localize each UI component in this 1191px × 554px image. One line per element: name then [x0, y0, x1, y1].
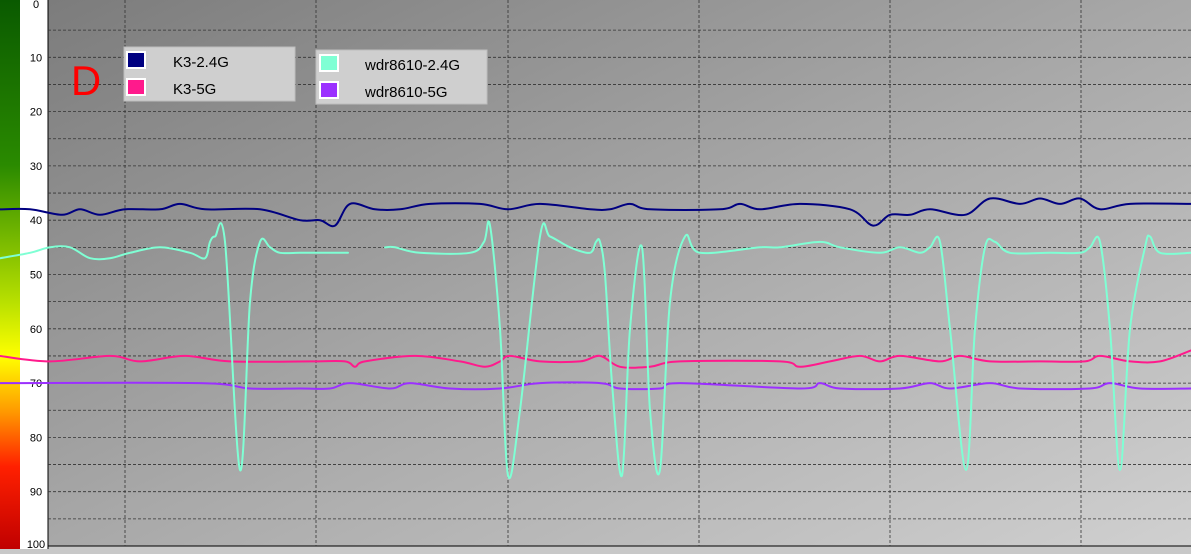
- legend-swatch-wdr8610-24g: [319, 54, 339, 72]
- y-tick-label: 100: [27, 539, 45, 549]
- y-tick-label: 20: [30, 107, 42, 119]
- y-tick-label: 0: [33, 0, 39, 11]
- series-line-k3-5g: [0, 349, 1191, 369]
- panel-label: D: [71, 57, 101, 104]
- series-line-k3-2-4g: [0, 197, 1191, 228]
- series-line-wdr8610-5g: [0, 381, 1191, 391]
- y-tick-label: 40: [30, 215, 42, 227]
- series-line-wdr8610-2-4g: [384, 220, 1191, 479]
- y-tick-label: 70: [30, 378, 42, 390]
- y-tick-label: 80: [30, 432, 42, 444]
- y-tick-labels: 0 10 20 30 40 50 60 70 80 90 100: [27, 0, 45, 551]
- legend-swatch-wdr8610-5g: [319, 81, 339, 99]
- legend: K3-2.4G K3-5G wdr8610-2.4G wdr8610-5G: [123, 46, 488, 105]
- y-axis-label-area: [20, 0, 48, 549]
- series-line-wdr8610-2-4g: [0, 222, 349, 472]
- legend-label-wdr8610-5g: wdr8610-5G: [364, 84, 448, 101]
- series-lines: [0, 197, 1191, 479]
- y-tick-label: 10: [30, 52, 42, 64]
- legend-label-wdr8610-24g: wdr8610-2.4G: [364, 57, 460, 74]
- legend-swatch-k3-5g: [126, 78, 146, 96]
- legend-box-left: [123, 46, 296, 102]
- color-scale-bar: [0, 0, 20, 549]
- y-tick-label: 90: [30, 487, 42, 499]
- y-tick-label: 50: [30, 270, 42, 282]
- y-tick-label: 60: [30, 324, 42, 336]
- legend-box-right: [315, 49, 488, 105]
- legend-label-k3-5g: K3-5G: [173, 81, 216, 98]
- legend-swatch-k3-24g: [126, 51, 146, 69]
- y-tick-label: 30: [30, 161, 42, 173]
- legend-label-k3-24g: K3-2.4G: [173, 54, 229, 71]
